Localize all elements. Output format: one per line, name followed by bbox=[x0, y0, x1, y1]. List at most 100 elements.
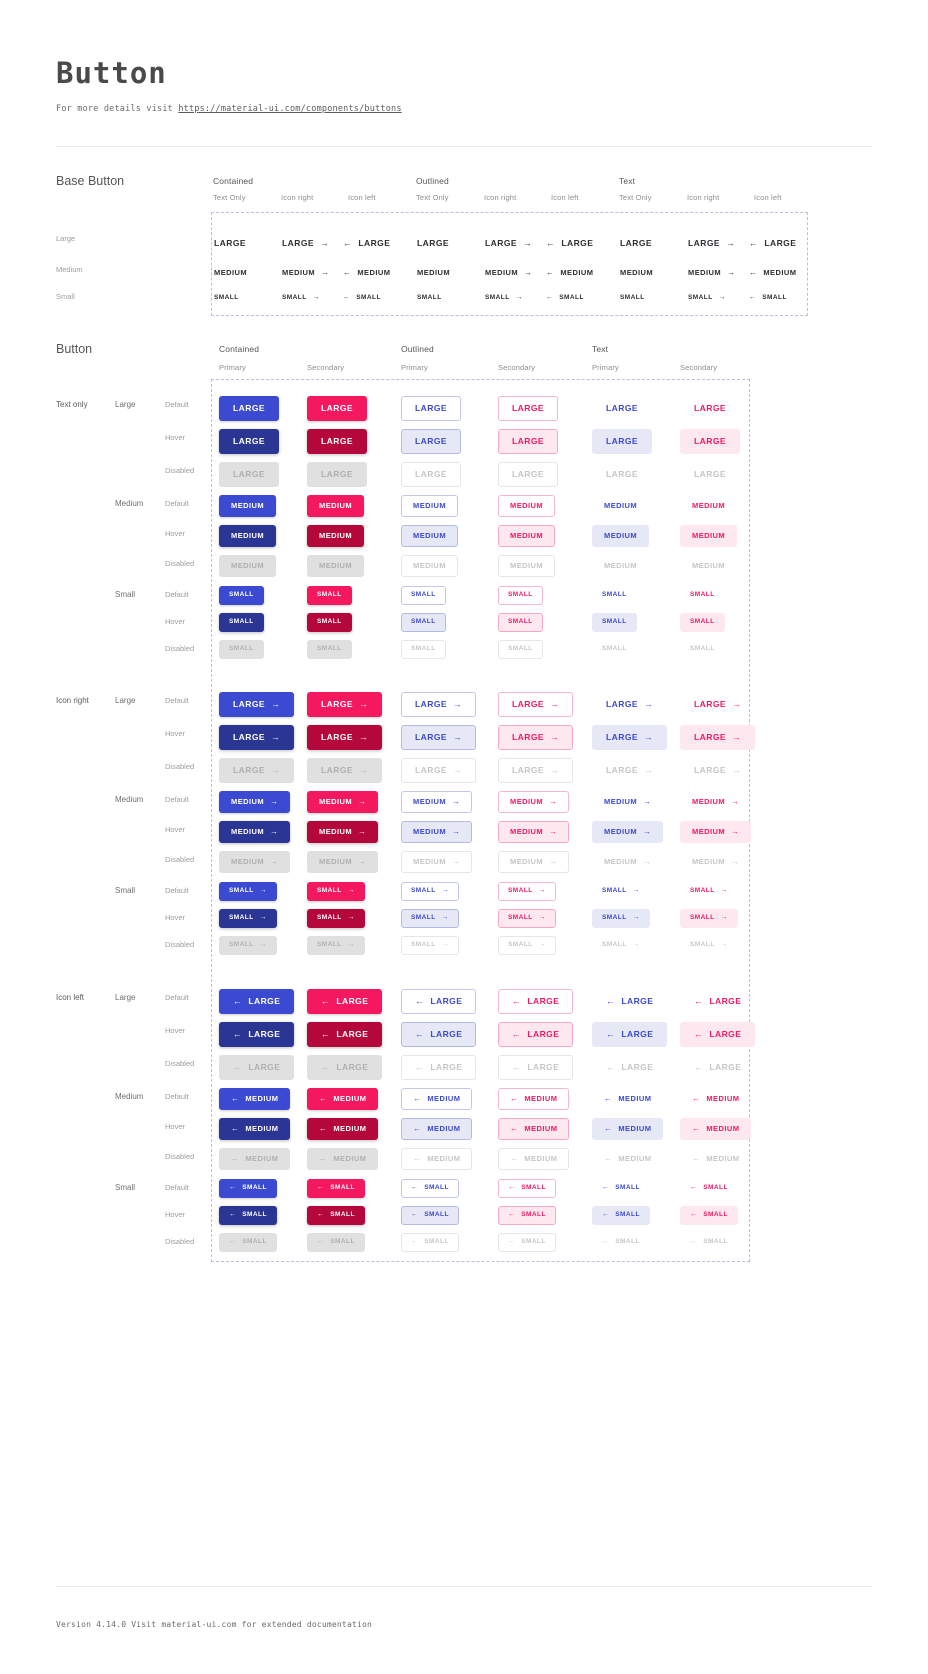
button-text-only-text-primary-small-default[interactable]: SMALL bbox=[592, 586, 637, 605]
button-text-only-text-secondary-medium-disabled[interactable]: MEDIUM bbox=[680, 555, 737, 577]
button-icon-left-text-secondary-large-hover[interactable]: ← LARGE bbox=[680, 1022, 756, 1047]
button-icon-left-contained-secondary-small-hover[interactable]: ← SMALL bbox=[307, 1206, 365, 1225]
button-icon-right-text-secondary-medium-disabled[interactable]: MEDIUM → bbox=[680, 851, 751, 873]
button-icon-left-outlined-primary-small-hover[interactable]: ← SMALL bbox=[401, 1206, 459, 1225]
button-icon-right-text-secondary-large-disabled[interactable]: LARGE → bbox=[680, 758, 755, 783]
base-button-text-left-medium[interactable]: ← MEDIUM bbox=[748, 263, 797, 282]
button-icon-left-contained-primary-small-default[interactable]: ← SMALL bbox=[219, 1179, 277, 1198]
button-text-only-outlined-secondary-medium-disabled[interactable]: MEDIUM bbox=[498, 555, 556, 577]
button-icon-right-outlined-primary-medium-disabled[interactable]: MEDIUM → bbox=[401, 851, 473, 873]
button-icon-left-text-primary-large-disabled[interactable]: ← LARGE bbox=[592, 1055, 667, 1080]
button-icon-left-text-primary-medium-disabled[interactable]: ← MEDIUM bbox=[592, 1148, 663, 1170]
button-text-only-text-secondary-large-hover[interactable]: LARGE bbox=[680, 429, 740, 454]
button-icon-right-contained-primary-medium-hover[interactable]: MEDIUM → bbox=[219, 821, 291, 843]
button-icon-right-outlined-primary-large-default[interactable]: LARGE → bbox=[401, 692, 477, 717]
button-icon-right-contained-secondary-large-disabled[interactable]: LARGE → bbox=[307, 758, 383, 783]
button-icon-left-contained-primary-small-hover[interactable]: ← SMALL bbox=[219, 1206, 277, 1225]
button-text-only-contained-primary-large-disabled[interactable]: LARGE bbox=[219, 462, 279, 487]
button-icon-left-text-primary-small-default[interactable]: ← SMALL bbox=[592, 1179, 650, 1198]
button-icon-right-contained-primary-large-disabled[interactable]: LARGE → bbox=[219, 758, 295, 783]
button-icon-left-text-primary-large-hover[interactable]: ← LARGE bbox=[592, 1022, 668, 1047]
button-text-only-outlined-primary-small-disabled[interactable]: SMALL bbox=[401, 640, 446, 659]
button-text-only-contained-secondary-large-disabled[interactable]: LARGE bbox=[307, 462, 367, 487]
button-icon-right-outlined-secondary-large-hover[interactable]: LARGE → bbox=[498, 725, 574, 750]
button-icon-right-contained-secondary-large-default[interactable]: LARGE → bbox=[307, 692, 383, 717]
base-button-outlined-left-small[interactable]: ← SMALL bbox=[545, 290, 585, 307]
button-text-only-contained-secondary-small-disabled[interactable]: SMALL bbox=[307, 640, 352, 659]
base-button-outlined-textonly-small[interactable]: SMALL bbox=[416, 290, 443, 307]
button-text-only-text-secondary-medium-default[interactable]: MEDIUM bbox=[680, 495, 737, 517]
base-button-text-left-large[interactable]: ← LARGE bbox=[748, 232, 797, 254]
base-button-contained-textonly-large[interactable]: LARGE bbox=[213, 232, 247, 254]
button-icon-right-text-primary-large-default[interactable]: LARGE → bbox=[592, 692, 667, 717]
button-icon-left-contained-secondary-medium-disabled[interactable]: ← MEDIUM bbox=[307, 1148, 379, 1170]
button-icon-left-contained-primary-small-disabled[interactable]: ← SMALL bbox=[219, 1233, 277, 1252]
button-icon-left-text-secondary-small-disabled[interactable]: ← SMALL bbox=[680, 1233, 738, 1252]
base-button-contained-right-large[interactable]: LARGE → bbox=[281, 232, 330, 254]
button-icon-left-outlined-primary-medium-hover[interactable]: ← MEDIUM bbox=[401, 1118, 473, 1140]
button-icon-left-text-primary-large-default[interactable]: ← LARGE bbox=[592, 989, 667, 1014]
button-icon-right-outlined-secondary-small-disabled[interactable]: SMALL → bbox=[498, 936, 556, 955]
button-icon-left-contained-primary-large-disabled[interactable]: ← LARGE bbox=[219, 1055, 295, 1080]
base-button-outlined-textonly-large[interactable]: LARGE bbox=[416, 232, 450, 254]
button-text-only-text-secondary-large-default[interactable]: LARGE bbox=[680, 396, 740, 421]
button-text-only-outlined-secondary-large-disabled[interactable]: LARGE bbox=[498, 462, 558, 487]
button-icon-right-outlined-primary-small-disabled[interactable]: SMALL → bbox=[401, 936, 459, 955]
button-text-only-text-primary-large-disabled[interactable]: LARGE bbox=[592, 462, 652, 487]
button-text-only-contained-secondary-medium-disabled[interactable]: MEDIUM bbox=[307, 555, 365, 577]
button-icon-right-contained-primary-large-hover[interactable]: LARGE → bbox=[219, 725, 295, 750]
button-icon-right-text-secondary-small-hover[interactable]: SMALL → bbox=[680, 909, 738, 928]
button-icon-left-text-secondary-large-disabled[interactable]: ← LARGE bbox=[680, 1055, 755, 1080]
button-icon-right-text-primary-large-hover[interactable]: LARGE → bbox=[592, 725, 668, 750]
button-icon-left-text-secondary-small-hover[interactable]: ← SMALL bbox=[680, 1206, 738, 1225]
base-button-contained-left-small[interactable]: ← SMALL bbox=[342, 290, 382, 307]
button-icon-right-text-secondary-small-default[interactable]: SMALL → bbox=[680, 882, 738, 901]
base-button-outlined-right-small[interactable]: SMALL → bbox=[484, 290, 524, 307]
button-text-only-text-secondary-small-hover[interactable]: SMALL bbox=[680, 613, 725, 632]
button-text-only-text-secondary-small-disabled[interactable]: SMALL bbox=[680, 640, 725, 659]
base-button-text-textonly-small[interactable]: SMALL bbox=[619, 290, 646, 307]
button-icon-right-text-primary-medium-default[interactable]: MEDIUM → bbox=[592, 791, 663, 813]
button-text-only-contained-secondary-large-default[interactable]: LARGE bbox=[307, 396, 367, 421]
button-icon-right-outlined-primary-medium-default[interactable]: MEDIUM → bbox=[401, 791, 473, 813]
button-icon-right-outlined-primary-medium-hover[interactable]: MEDIUM → bbox=[401, 821, 473, 843]
button-icon-left-outlined-primary-large-default[interactable]: ← LARGE bbox=[401, 989, 477, 1014]
docs-link[interactable]: https://material-ui.com/components/butto… bbox=[178, 104, 402, 114]
button-icon-right-text-secondary-medium-hover[interactable]: MEDIUM → bbox=[680, 821, 752, 843]
button-icon-right-outlined-secondary-large-disabled[interactable]: LARGE → bbox=[498, 758, 574, 783]
button-text-only-contained-secondary-large-hover[interactable]: LARGE bbox=[307, 429, 367, 454]
button-text-only-text-primary-medium-default[interactable]: MEDIUM bbox=[592, 495, 649, 517]
button-icon-right-contained-secondary-small-hover[interactable]: SMALL → bbox=[307, 909, 365, 928]
button-icon-left-outlined-secondary-large-disabled[interactable]: ← LARGE bbox=[498, 1055, 574, 1080]
button-icon-left-outlined-primary-small-default[interactable]: ← SMALL bbox=[401, 1179, 459, 1198]
base-button-contained-right-small[interactable]: SMALL → bbox=[281, 290, 321, 307]
base-button-outlined-textonly-medium[interactable]: MEDIUM bbox=[416, 263, 451, 282]
button-icon-right-contained-secondary-small-default[interactable]: SMALL → bbox=[307, 882, 365, 901]
button-icon-right-text-secondary-medium-default[interactable]: MEDIUM → bbox=[680, 791, 751, 813]
button-text-only-contained-primary-large-default[interactable]: LARGE bbox=[219, 396, 279, 421]
button-text-only-text-primary-medium-hover[interactable]: MEDIUM bbox=[592, 525, 650, 547]
button-icon-left-outlined-secondary-small-default[interactable]: ← SMALL bbox=[498, 1179, 556, 1198]
button-text-only-contained-primary-large-hover[interactable]: LARGE bbox=[219, 429, 279, 454]
button-text-only-outlined-primary-large-disabled[interactable]: LARGE bbox=[401, 462, 461, 487]
button-icon-left-contained-secondary-small-default[interactable]: ← SMALL bbox=[307, 1179, 365, 1198]
button-icon-right-text-secondary-large-default[interactable]: LARGE → bbox=[680, 692, 755, 717]
button-text-only-text-primary-large-hover[interactable]: LARGE bbox=[592, 429, 652, 454]
button-text-only-contained-primary-small-hover[interactable]: SMALL bbox=[219, 613, 264, 632]
button-icon-left-outlined-secondary-medium-default[interactable]: ← MEDIUM bbox=[498, 1088, 570, 1110]
button-text-only-outlined-primary-medium-disabled[interactable]: MEDIUM bbox=[401, 555, 459, 577]
button-icon-right-outlined-secondary-large-default[interactable]: LARGE → bbox=[498, 692, 574, 717]
button-icon-left-contained-secondary-medium-default[interactable]: ← MEDIUM bbox=[307, 1088, 379, 1110]
button-text-only-outlined-primary-medium-hover[interactable]: MEDIUM bbox=[401, 525, 459, 547]
button-icon-right-outlined-primary-small-hover[interactable]: SMALL → bbox=[401, 909, 459, 928]
button-icon-left-contained-primary-large-hover[interactable]: ← LARGE bbox=[219, 1022, 295, 1047]
button-icon-right-contained-secondary-large-hover[interactable]: LARGE → bbox=[307, 725, 383, 750]
button-icon-left-outlined-secondary-large-default[interactable]: ← LARGE bbox=[498, 989, 574, 1014]
base-button-text-right-large[interactable]: LARGE → bbox=[687, 232, 736, 254]
button-icon-right-outlined-secondary-medium-hover[interactable]: MEDIUM → bbox=[498, 821, 570, 843]
button-icon-left-outlined-primary-medium-default[interactable]: ← MEDIUM bbox=[401, 1088, 473, 1110]
base-button-outlined-left-large[interactable]: ← LARGE bbox=[545, 232, 594, 254]
button-icon-right-contained-primary-medium-disabled[interactable]: MEDIUM → bbox=[219, 851, 291, 873]
button-icon-left-text-secondary-medium-disabled[interactable]: ← MEDIUM bbox=[680, 1148, 751, 1170]
button-icon-right-text-primary-large-disabled[interactable]: LARGE → bbox=[592, 758, 667, 783]
